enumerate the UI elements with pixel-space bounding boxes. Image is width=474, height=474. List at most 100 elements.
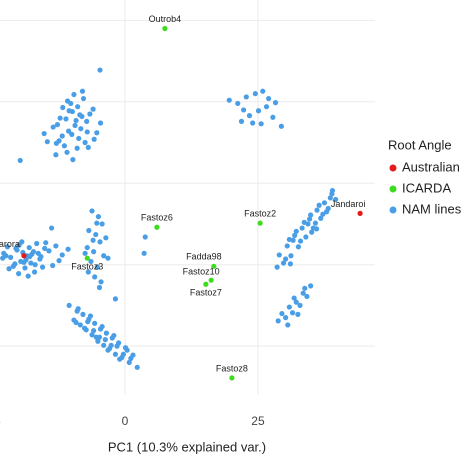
point-labels: Outrob4 Fastoz6 Fadda98 Fastoz10 Fastoz7 Fast… <box>0 14 365 373</box>
point <box>16 271 22 277</box>
point-label: Fadda98 <box>186 252 222 262</box>
point <box>105 347 111 353</box>
point <box>84 255 90 261</box>
point <box>8 254 14 260</box>
point <box>312 220 319 226</box>
point <box>84 244 90 251</box>
point <box>46 248 52 254</box>
point <box>302 285 308 291</box>
point <box>86 227 92 234</box>
point <box>250 120 256 126</box>
point <box>274 264 280 270</box>
point <box>77 322 83 328</box>
point <box>89 208 95 214</box>
plot-background <box>0 0 375 395</box>
point <box>276 252 282 258</box>
point <box>26 244 32 251</box>
point <box>59 252 65 258</box>
point <box>112 296 119 302</box>
point <box>313 226 320 232</box>
point <box>78 126 84 132</box>
point <box>93 231 99 238</box>
point <box>252 91 258 97</box>
point <box>66 108 72 114</box>
point <box>102 337 108 343</box>
point <box>108 342 114 348</box>
point <box>278 123 284 129</box>
point <box>42 245 48 252</box>
point <box>73 117 79 124</box>
point <box>295 311 301 317</box>
point <box>64 149 70 155</box>
point <box>35 250 41 256</box>
point <box>283 256 289 262</box>
point <box>44 139 50 145</box>
point <box>39 264 46 270</box>
point <box>72 122 78 129</box>
point <box>303 234 309 240</box>
point <box>56 258 62 264</box>
point <box>97 67 103 73</box>
point <box>87 313 94 319</box>
point <box>77 112 83 118</box>
point <box>162 25 168 32</box>
point-label: Fastoz2 <box>244 209 276 219</box>
point <box>19 239 25 245</box>
point <box>96 284 103 291</box>
point-label: Fastoz6 <box>141 213 173 223</box>
point <box>95 214 102 220</box>
point <box>229 375 235 381</box>
point <box>287 261 294 267</box>
point <box>321 200 328 206</box>
point <box>6 266 12 272</box>
point <box>235 100 241 107</box>
point <box>21 253 27 259</box>
point <box>327 195 333 201</box>
point <box>85 319 91 325</box>
point <box>291 295 297 301</box>
point <box>41 130 47 137</box>
point <box>280 260 287 266</box>
point <box>97 120 104 126</box>
point <box>3 253 9 259</box>
point <box>257 220 263 226</box>
point <box>53 243 59 249</box>
point <box>82 250 88 256</box>
point <box>120 351 127 357</box>
point <box>333 196 339 203</box>
point <box>91 328 97 334</box>
point <box>154 224 160 230</box>
point <box>263 104 270 110</box>
point <box>293 299 299 305</box>
legend-marker <box>389 206 397 214</box>
point <box>299 225 305 231</box>
point <box>304 293 310 300</box>
grid <box>0 0 375 395</box>
point <box>309 229 315 235</box>
point <box>297 238 304 244</box>
x-tick-label: -25 <box>0 414 1 428</box>
point <box>285 322 291 328</box>
x-tick-label: 0 <box>122 414 129 428</box>
point <box>80 95 87 102</box>
point <box>94 220 100 226</box>
point <box>114 343 120 349</box>
point <box>34 240 40 247</box>
point <box>211 263 217 269</box>
point-label: arora <box>0 239 20 249</box>
legend-label: ICARDA <box>402 180 451 195</box>
point <box>288 253 294 259</box>
point <box>91 249 97 255</box>
point <box>27 253 33 260</box>
point <box>357 210 363 216</box>
point <box>17 157 23 164</box>
point <box>69 131 75 137</box>
point <box>243 94 249 100</box>
point <box>59 133 65 139</box>
point <box>238 118 245 124</box>
point <box>43 240 49 246</box>
point <box>98 279 104 285</box>
point <box>31 269 38 275</box>
point <box>95 338 101 344</box>
point <box>289 310 296 316</box>
